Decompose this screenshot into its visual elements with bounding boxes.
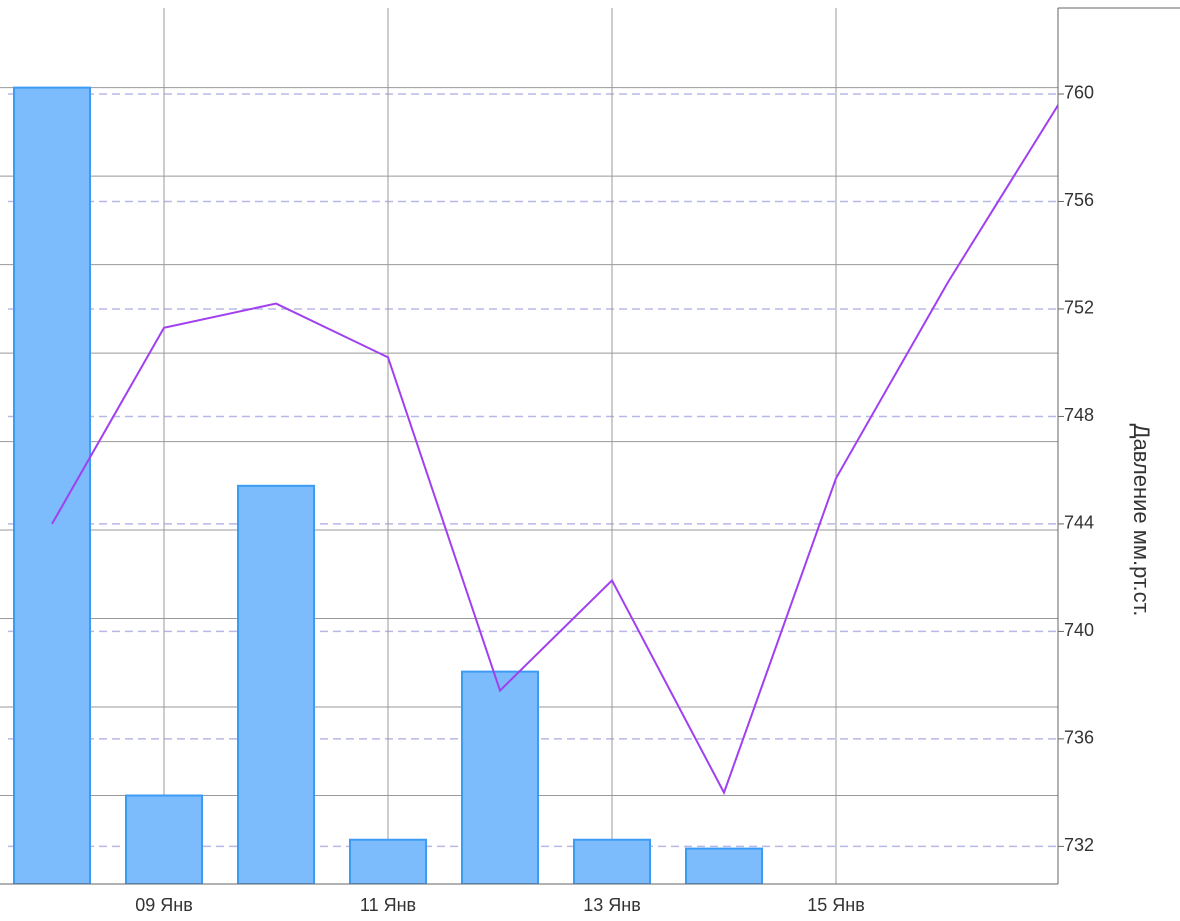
y2-tick-label: 748 (1064, 405, 1094, 425)
x-tick-label: 13 Янв (583, 895, 641, 915)
y2-tick-label: 740 (1064, 620, 1094, 640)
plot-area (8, 8, 1058, 884)
y2-axis-label: Давление мм.рт.ст. (1129, 424, 1154, 617)
bar (685, 847, 763, 884)
y2-tick-label: 752 (1064, 298, 1094, 318)
x-tick-label: 11 Янв (360, 895, 416, 915)
bar (125, 794, 203, 884)
y2-tick-label: 732 (1064, 835, 1094, 855)
bar (349, 838, 427, 884)
bar (573, 838, 651, 884)
x-tick-label: 15 Янв (807, 895, 865, 915)
bar (13, 86, 91, 884)
bar (237, 484, 315, 884)
line (51, 103, 1058, 796)
x-tick-label: 09 Янв (135, 895, 193, 915)
y2-tick-label: 744 (1064, 513, 1094, 533)
bar (461, 670, 539, 884)
y2-tick-label: 736 (1064, 728, 1094, 748)
y2-tick-label: 756 (1064, 190, 1094, 210)
y2-tick-label: 760 (1064, 83, 1094, 103)
